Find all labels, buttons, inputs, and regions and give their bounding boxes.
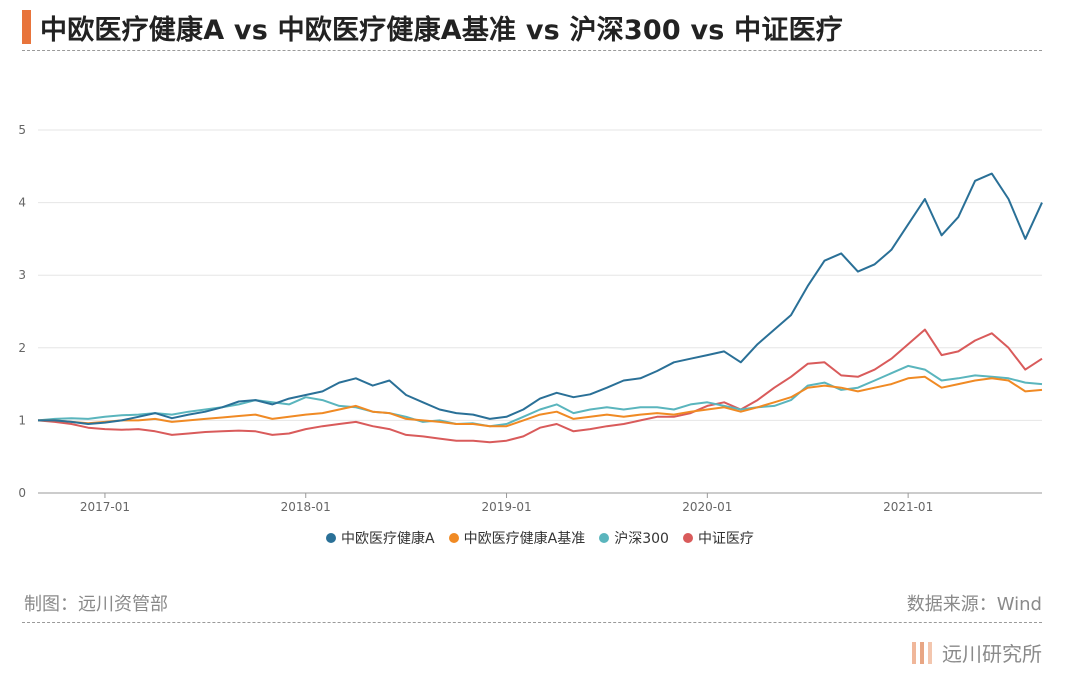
y-tick-label: 0	[18, 486, 26, 500]
x-tick-label: 2019-01	[481, 500, 531, 514]
series-line-1	[38, 172, 1043, 425]
series-line-3	[37, 364, 1043, 428]
series-line-4	[37, 328, 1043, 444]
series-line-2	[38, 375, 1043, 428]
chart-legend: 中欧医疗健康A 中欧医疗健康A基准 沪深300 中证医疗	[0, 528, 1080, 548]
legend-label: 中证医疗	[697, 531, 754, 547]
legend-item-2: 中欧医疗健康A基准	[448, 528, 586, 548]
x-tick-label: 2017-01	[80, 500, 130, 514]
brand-logo-icon	[912, 641, 932, 664]
y-tick-label: 4	[18, 196, 26, 210]
y-tick-label: 1	[18, 413, 26, 427]
y-tick-label: 3	[18, 268, 26, 282]
x-tick-label: 2021-01	[883, 500, 933, 514]
data-source: 数据来源：Wind	[906, 594, 1042, 615]
page-title: 中欧医疗健康A vs 中欧医疗健康A基准 vs 沪深300 vs 中证医疗	[40, 15, 843, 46]
legend-dot-icon	[599, 533, 610, 543]
legend-item-4: 中证医疗	[682, 528, 754, 548]
x-tick-label: 2020-01	[682, 500, 732, 514]
legend-label: 中欧医疗健康A基准	[463, 531, 586, 547]
footer-divider	[22, 622, 1042, 623]
y-tick-label: 2	[18, 341, 26, 355]
brand-name: 远川研究所	[942, 642, 1042, 666]
legend-dot-icon	[326, 533, 337, 543]
title-accent-bar	[22, 10, 31, 44]
line-chart: 0 1 2 3 4 5 2017-01 2018-01 2019-01 2020-01 2021-0…	[18, 123, 1043, 514]
brand-mark: 远川研究所	[912, 638, 1042, 667]
legend-label: 中欧医疗健康A	[341, 531, 435, 547]
title-divider	[22, 50, 1042, 51]
legend-label: 沪深300	[614, 531, 669, 547]
y-tick-label: 5	[18, 123, 26, 137]
x-tick-label: 2018-01	[281, 500, 331, 514]
made-by-credit: 制图：远川资管部	[24, 594, 168, 615]
legend-item-1: 中欧医疗健康A	[326, 528, 435, 548]
legend-item-3: 沪深300	[599, 528, 669, 548]
legend-dot-icon	[448, 533, 459, 543]
legend-dot-icon	[682, 533, 693, 543]
